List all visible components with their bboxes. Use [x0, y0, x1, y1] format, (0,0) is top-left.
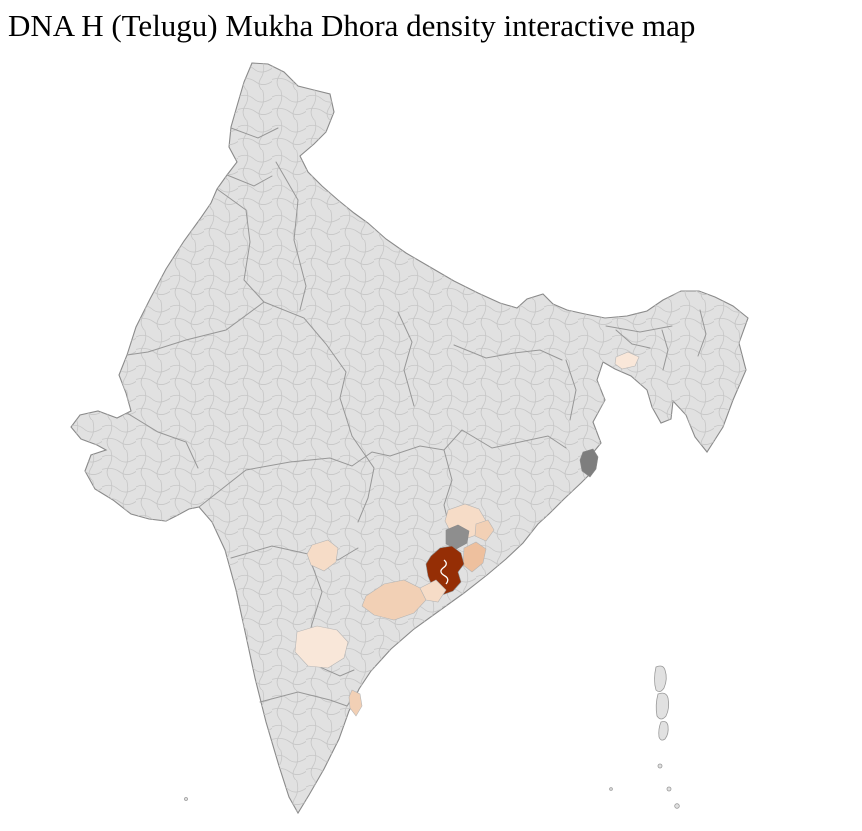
india-landmass-group: [70, 62, 749, 815]
island[interactable]: [654, 665, 667, 692]
district-lowest-density[interactable]: [294, 625, 349, 669]
state-border-line: [461, 429, 567, 449]
state-border-line: [263, 301, 353, 437]
island[interactable]: [674, 803, 680, 809]
district-low-density[interactable]: [419, 579, 447, 603]
state-border-line: [453, 344, 563, 361]
district-medium-density[interactable]: [348, 689, 363, 717]
island[interactable]: [658, 721, 669, 741]
state-border-line: [243, 241, 265, 303]
island[interactable]: [184, 797, 188, 801]
island[interactable]: [657, 763, 663, 769]
state-border-line: [230, 127, 279, 139]
district-lowest-density[interactable]: [614, 351, 640, 370]
island[interactable]: [655, 692, 670, 720]
state-border-line: [605, 325, 673, 333]
state-border-line: [126, 301, 265, 356]
state-border-line: [198, 451, 391, 508]
state-border-line: [697, 309, 707, 357]
district-inner-boundary: [440, 559, 449, 585]
state-border-line: [397, 311, 415, 407]
state-border-line: [351, 435, 375, 523]
state-border-line: [226, 174, 273, 187]
state-border-line: [565, 359, 577, 421]
district-low-density[interactable]: [474, 519, 495, 542]
minor-islands: [184, 787, 613, 801]
district-no-data-gray[interactable]: [445, 524, 470, 550]
state-border-line: [216, 188, 251, 243]
state-border-line: [661, 329, 669, 371]
andaman-nicobar-islands: [654, 665, 680, 809]
island[interactable]: [609, 787, 613, 791]
state-border-line: [389, 429, 463, 457]
page-title: DNA H (Telugu) Mukha Dhora density inter…: [8, 8, 696, 43]
density-districts: [294, 351, 640, 717]
district-low-density[interactable]: [306, 539, 339, 572]
district-boundaries-texture: [71, 63, 748, 813]
state-border-line: [615, 329, 651, 349]
district-no-data-gray[interactable]: [579, 448, 599, 478]
state-border-line: [126, 412, 199, 469]
island[interactable]: [666, 786, 672, 792]
state-border-line: [275, 161, 307, 311]
district-medium-density[interactable]: [361, 579, 427, 621]
